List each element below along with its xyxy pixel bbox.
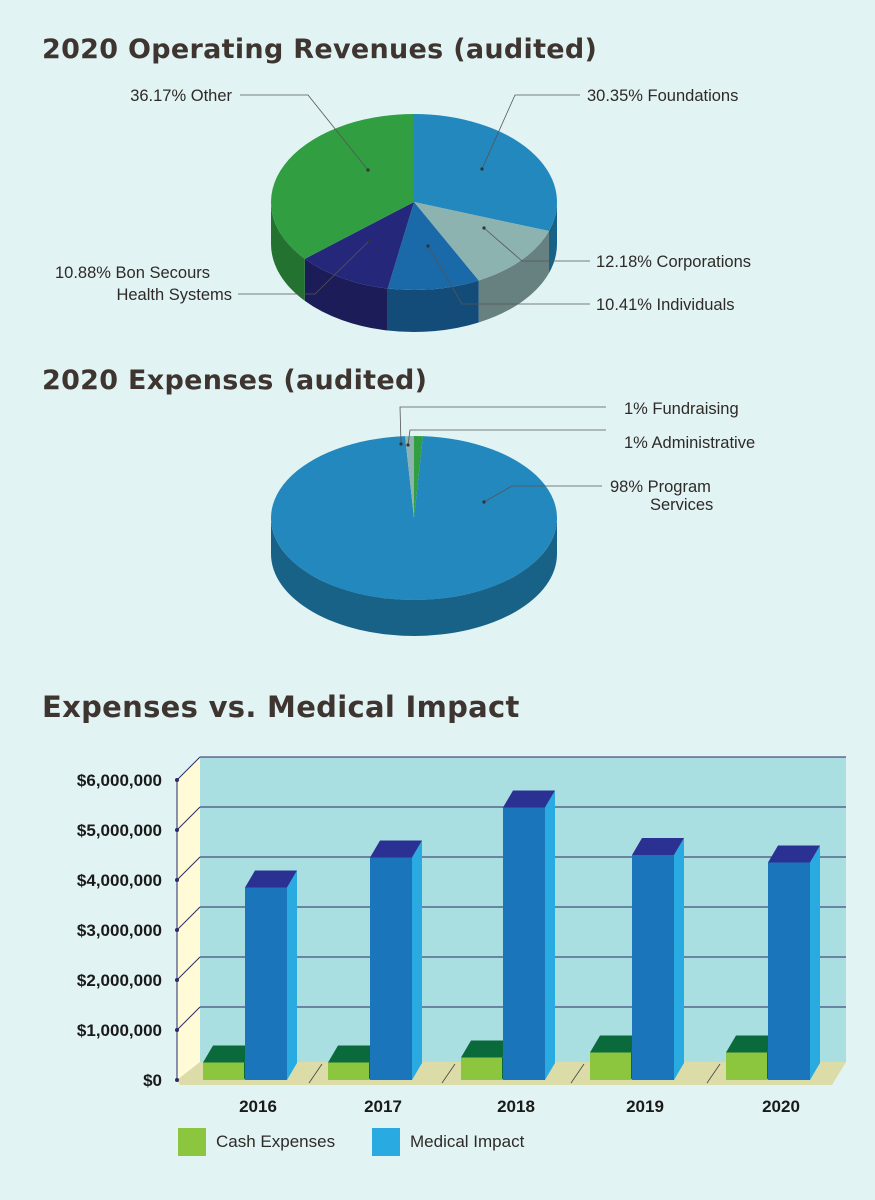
leader-bon-secours (238, 240, 370, 295)
bar-medical-2018-top (503, 790, 555, 808)
gridline-side-4 (176, 856, 201, 881)
category-separator-4 (706, 1063, 721, 1084)
leader-bon-secours-dot (367, 239, 371, 243)
gridline-side-1 (176, 1006, 201, 1031)
legend-label-medical-impact: Medical Impact (410, 1132, 525, 1151)
bar-cash-2018-top (461, 1040, 512, 1058)
gridline-side-6 (176, 756, 201, 781)
category-separator-2 (441, 1063, 456, 1084)
legend-label-cash-expenses: Cash Expenses (216, 1132, 336, 1151)
leader-individuals-dot (426, 244, 430, 248)
xtick-label-2016: 2016 (239, 1097, 277, 1116)
cash-expenses-swatch (178, 1128, 206, 1156)
bar-medical-2016-side (287, 870, 297, 1080)
bar-medical-2016 (245, 887, 287, 1080)
bar-cash-2016 (203, 1062, 244, 1080)
revenue-side-1 (478, 231, 549, 323)
label-individuals: 10.41% Individuals (596, 296, 735, 314)
expenses-slice-2 (405, 436, 414, 518)
leader-program (483, 485, 602, 503)
gridline-side-2 (176, 956, 201, 981)
leader-other-dot (366, 168, 370, 172)
legend-cash-expenses: Cash Expenses (178, 1128, 335, 1156)
label-bon-secours-1: 10.88% Bon Secours (55, 264, 210, 282)
leader-fundraising-dot (399, 442, 403, 446)
revenue-slice-1 (414, 202, 549, 281)
revenues-title: 2020 Operating Revenues (audited) (42, 34, 598, 65)
ytick-label-1: $1,000,000 (77, 1021, 162, 1040)
bar-medical-2020-top (768, 845, 820, 863)
category-separator-3 (570, 1063, 585, 1084)
revenue-slice-0 (414, 114, 557, 232)
label-bon-secours-2: Health Systems (116, 286, 232, 304)
xtick-label-2017: 2017 (364, 1097, 402, 1116)
revenues-pie-chart: 30.35% Foundations 12.18% Corporations 10.… (55, 87, 751, 332)
bar-cash-2017-top (328, 1045, 379, 1063)
bar-medical-2017-side (412, 840, 422, 1080)
bar-medical-2020-side (810, 845, 820, 1080)
leader-corporations (483, 227, 590, 262)
leader-administrative (407, 429, 606, 446)
medical-impact-swatch (372, 1128, 400, 1156)
bar-cash-2018 (461, 1057, 502, 1080)
leader-corporations-dot (482, 226, 486, 230)
bar-medical-2016-top (245, 870, 297, 888)
expenses-pie-chart: 1% Administrative 1% Fundraising 98% Progr… (271, 400, 755, 636)
revenue-side-4 (271, 202, 305, 301)
bar-cash-2017 (328, 1062, 369, 1080)
label-other: 36.17% Other (130, 87, 232, 105)
label-foundations: 30.35% Foundations (587, 87, 738, 105)
label-corporations: 12.18% Corporations (596, 253, 751, 271)
revenue-side-3 (304, 258, 388, 331)
ytick-label-5: $5,000,000 (77, 821, 162, 840)
revenue-slice-2 (387, 202, 479, 291)
revenue-side-0 (548, 202, 557, 274)
leader-foundations (481, 94, 580, 170)
bar-cash-2020 (726, 1052, 767, 1080)
bar-medical-2018 (503, 807, 545, 1080)
bar-medical-2018-side (545, 790, 555, 1080)
leader-administrative-dot (406, 443, 410, 447)
ytick-label-4: $4,000,000 (77, 871, 162, 890)
bar-cash-2019-top (590, 1035, 641, 1053)
expenses-slice-1 (271, 436, 558, 600)
leader-program-dot (482, 500, 486, 504)
expenses-side-1 (271, 518, 557, 636)
medical-impact-title: Expenses vs. Medical Impact (42, 690, 520, 724)
ytick-label-2: $2,000,000 (77, 971, 162, 990)
leader-individuals (427, 245, 590, 305)
expenses-slice-0 (414, 436, 423, 518)
ytick-label-0: $0 (143, 1071, 162, 1090)
leader-foundations-dot (480, 167, 484, 171)
gridline-side-5 (176, 806, 201, 831)
bar-medical-2020 (768, 862, 810, 1080)
expenses-title: 2020 Expenses (audited) (42, 365, 428, 396)
bar-cash-2019 (590, 1052, 631, 1080)
revenue-slice-4 (270, 114, 414, 259)
label-program-2: Services (650, 496, 713, 514)
bar-medical-2019-top (632, 838, 684, 855)
bar-cash-2020-top (726, 1035, 777, 1053)
label-administrative: 1% Administrative (624, 434, 755, 452)
ytick-label-3: $3,000,000 (77, 921, 162, 940)
category-separator-1 (308, 1063, 323, 1084)
leader-other (240, 94, 369, 171)
xtick-label-2020: 2020 (762, 1097, 800, 1116)
label-program-1: 98% Program (610, 478, 711, 496)
legend-medical-impact: Medical Impact (372, 1128, 524, 1156)
leader-fundraising (399, 406, 606, 445)
label-fundraising: 1% Fundraising (624, 400, 739, 418)
gridline-side-3 (176, 906, 201, 931)
bar-medical-2017-top (370, 840, 422, 858)
bar-cash-2016-top (203, 1045, 254, 1063)
xtick-label-2019: 2019 (626, 1097, 664, 1116)
revenue-slice-3 (304, 202, 414, 289)
bar-medical-2019 (632, 855, 674, 1080)
bar-medical-2019-side (674, 838, 684, 1080)
bar-medical-2017 (370, 857, 412, 1080)
xtick-label-2018: 2018 (497, 1097, 535, 1116)
ytick-label-6: $6,000,000 (77, 771, 162, 790)
